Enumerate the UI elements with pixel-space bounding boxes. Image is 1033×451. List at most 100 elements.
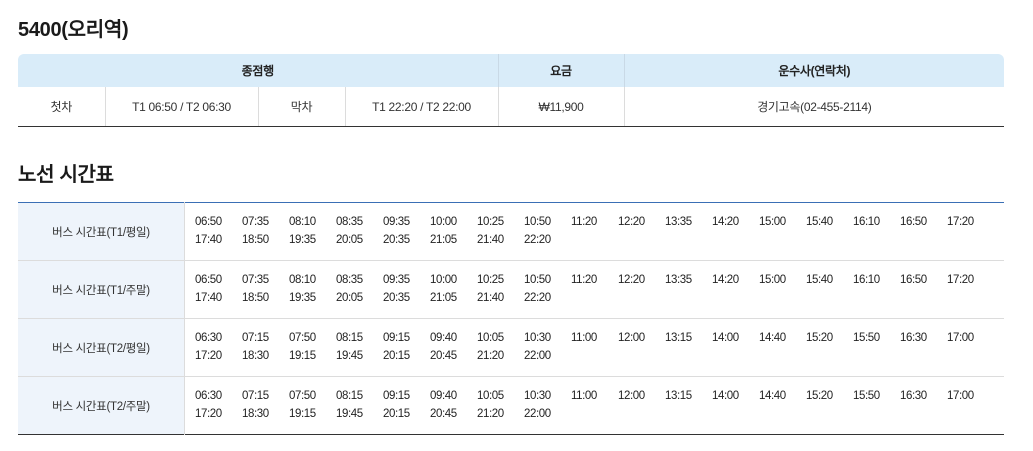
departure-time: 20:45	[430, 408, 457, 420]
departure-time: 17:40	[195, 234, 222, 246]
departure-time: 09:40	[430, 332, 457, 344]
departure-time: 10:05	[477, 390, 504, 402]
departure-time: 13:35	[665, 216, 692, 228]
departure-time: 10:00	[430, 274, 457, 286]
first-bus-label: 첫차	[18, 87, 105, 127]
departure-time: 16:50	[900, 216, 927, 228]
departure-time: 19:15	[289, 350, 316, 362]
departure-time: 20:15	[383, 350, 410, 362]
departure-time: 10:00	[430, 216, 457, 228]
departure-time: 17:00	[947, 332, 974, 344]
departure-time: 08:10	[289, 274, 316, 286]
departure-time: 21:20	[477, 350, 504, 362]
departure-time: 10:50	[524, 216, 551, 228]
departure-time: 10:25	[477, 216, 504, 228]
departure-time: 12:00	[618, 332, 645, 344]
departure-time: 10:25	[477, 274, 504, 286]
timetable-row: 버스 시간표(T1/주말) 06:50 07:35 08:10 08:35 09:35 10…	[18, 260, 1004, 319]
departure-time: 20:35	[383, 292, 410, 304]
last-bus-label: 막차	[257, 87, 345, 127]
departure-time: 16:50	[900, 274, 927, 286]
departure-time: 14:00	[712, 390, 739, 402]
departure-time: 15:50	[853, 332, 880, 344]
departure-time: 07:35	[242, 216, 269, 228]
departure-time: 08:10	[289, 216, 316, 228]
departure-time: 06:30	[195, 390, 222, 402]
header-fare: 요금	[497, 54, 625, 87]
departure-time: 09:35	[383, 216, 410, 228]
departure-time: 07:15	[242, 332, 269, 344]
departure-time: 21:20	[477, 408, 504, 420]
last-bus-value: T1 22:20 / T2 22:00	[344, 87, 499, 127]
departure-time: 14:40	[759, 332, 786, 344]
departure-time: 15:00	[759, 274, 786, 286]
departure-time: 10:30	[524, 390, 551, 402]
operator-value: 경기고속(02-455-2114)	[623, 87, 1005, 127]
timetable-row: 버스 시간표(T1/평일) 06:50 07:35 08:10 08:35 09:35 10…	[18, 202, 1005, 261]
departure-time: 20:15	[383, 408, 410, 420]
departure-time: 20:45	[430, 350, 457, 362]
departure-time: 21:40	[477, 292, 504, 304]
departure-time: 12:20	[618, 274, 645, 286]
departure-time: 20:05	[336, 234, 363, 246]
departure-time: 10:30	[524, 332, 551, 344]
departure-time: 19:15	[289, 408, 316, 420]
departure-time: 09:15	[383, 390, 410, 402]
departure-time: 15:20	[806, 332, 833, 344]
departure-time: 09:35	[383, 274, 410, 286]
departure-time: 07:15	[242, 390, 269, 402]
fare-value: ₩11,900	[497, 87, 625, 127]
timetable-times: 06:50 07:35 08:10 08:35 09:35 10:00 10:25 10:50…	[185, 203, 1005, 261]
departure-time: 12:00	[618, 390, 645, 402]
timetable-row-label: 버스 시간표(T2/주말)	[18, 376, 185, 435]
departure-time: 14:20	[712, 216, 739, 228]
departure-time: 22:20	[524, 234, 551, 246]
departure-time: 19:45	[336, 350, 363, 362]
header-operator: 운수사(연락처)	[623, 54, 1005, 87]
departure-time: 11:00	[571, 332, 597, 344]
departure-time: 11:20	[571, 216, 597, 228]
departure-time: 08:35	[336, 216, 363, 228]
departure-time: 17:40	[195, 292, 222, 304]
departure-time: 14:20	[712, 274, 739, 286]
departure-time: 21:05	[430, 234, 457, 246]
departure-time: 22:00	[524, 408, 551, 420]
departure-time: 20:35	[383, 234, 410, 246]
departure-time: 10:05	[477, 332, 504, 344]
departure-time: 07:35	[242, 274, 269, 286]
timetable-row: 버스 시간표(T2/주말) 06:30 07:15 07:50 08:15 09:15 09…	[18, 376, 1004, 435]
departure-time: 18:30	[242, 350, 269, 362]
departure-time: 11:00	[571, 390, 597, 402]
timetable-times: 06:30 07:15 07:50 08:15 09:15 09:40 10:05 10:30…	[184, 318, 1004, 377]
departure-time: 11:20	[571, 274, 597, 286]
departure-time: 08:35	[336, 274, 363, 286]
departure-time: 15:00	[759, 216, 786, 228]
departure-time: 22:20	[524, 292, 551, 304]
departure-time: 18:30	[242, 408, 269, 420]
timetable-times: 06:30 07:15 07:50 08:15 09:15 09:40 10:05 10:30…	[184, 376, 1004, 435]
timetable-row-label: 버스 시간표(T2/평일)	[18, 318, 185, 377]
departure-time: 19:35	[289, 234, 316, 246]
timetable-row: 버스 시간표(T2/평일) 06:30 07:15 07:50 08:15 09:15 09…	[18, 318, 1004, 377]
departure-time: 07:50	[289, 390, 316, 402]
departure-time: 15:40	[806, 274, 833, 286]
departure-time: 08:15	[336, 332, 363, 344]
departure-time: 08:15	[336, 390, 363, 402]
departure-time: 21:05	[430, 292, 457, 304]
departure-time: 12:20	[618, 216, 645, 228]
departure-time: 06:50	[195, 274, 222, 286]
departure-time: 06:50	[195, 216, 222, 228]
departure-time: 14:00	[712, 332, 739, 344]
departure-time: 17:20	[195, 408, 222, 420]
departure-time: 13:15	[665, 390, 692, 402]
departure-time: 17:00	[947, 390, 974, 402]
departure-time: 14:40	[759, 390, 786, 402]
times-grid: 06:30 07:15 07:50 08:15 09:15 09:40 10:05 10:30…	[195, 331, 1004, 364]
departure-time: 16:30	[900, 390, 927, 402]
departure-time: 18:50	[242, 292, 269, 304]
departure-time: 17:20	[947, 216, 974, 228]
times-grid: 06:30 07:15 07:50 08:15 09:15 09:40 10:05 10:30…	[195, 389, 1004, 422]
departure-time: 19:35	[289, 292, 316, 304]
departure-time: 17:20	[195, 350, 222, 362]
timetable-row-label: 버스 시간표(T1/주말)	[18, 260, 185, 319]
